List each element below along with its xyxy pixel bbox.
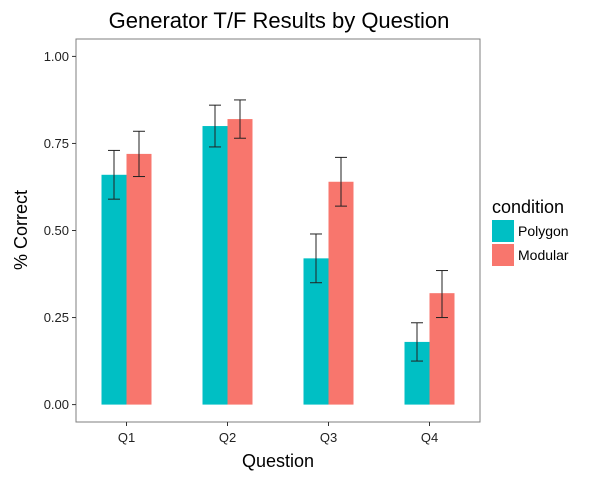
error-bar-polygon-q4	[411, 322, 423, 362]
error-bar-polygon-q2	[209, 104, 221, 148]
legend-label-modular: Modular	[518, 247, 569, 263]
bars	[101, 119, 455, 405]
legend-key-modular	[492, 244, 514, 266]
x-tick-label: Q3	[320, 430, 337, 445]
y-axis: 0.00 0.25 0.50 0.75 1.00	[44, 49, 76, 412]
error-bar-modular-q4	[436, 270, 448, 319]
legend-label-polygon: Polygon	[518, 223, 569, 239]
x-tick-label: Q4	[421, 430, 438, 445]
error-bar-polygon-q3	[310, 233, 322, 284]
bar-polygon-q2	[202, 126, 228, 405]
y-tick-label: 0.75	[44, 136, 69, 151]
y-tick-label: 0.00	[44, 397, 69, 412]
error-bar-polygon-q1	[108, 149, 120, 200]
x-axis-title: Question	[242, 451, 314, 471]
bar-polygon-q1	[101, 174, 127, 405]
y-tick-label: 0.50	[44, 223, 69, 238]
error-bars	[108, 99, 448, 362]
bar-modular-q2	[227, 119, 253, 405]
legend-title: condition	[492, 197, 564, 217]
y-tick-label: 1.00	[44, 49, 69, 64]
legend: condition Polygon Modular	[492, 197, 569, 266]
error-bar-modular-q1	[133, 130, 145, 178]
y-tick-label: 0.25	[44, 310, 69, 325]
x-tick-label: Q2	[219, 430, 236, 445]
bar-modular-q3	[328, 181, 354, 405]
error-bar-modular-q3	[335, 156, 347, 207]
y-axis-title: % Correct	[11, 190, 31, 270]
bar-modular-q1	[126, 153, 152, 405]
x-axis: Q1 Q2 Q3 Q4	[118, 422, 438, 445]
legend-key-polygon	[492, 220, 514, 242]
chart-title: Generator T/F Results by Question	[109, 8, 450, 33]
error-bar-modular-q2	[234, 99, 246, 139]
x-tick-label: Q1	[118, 430, 135, 445]
